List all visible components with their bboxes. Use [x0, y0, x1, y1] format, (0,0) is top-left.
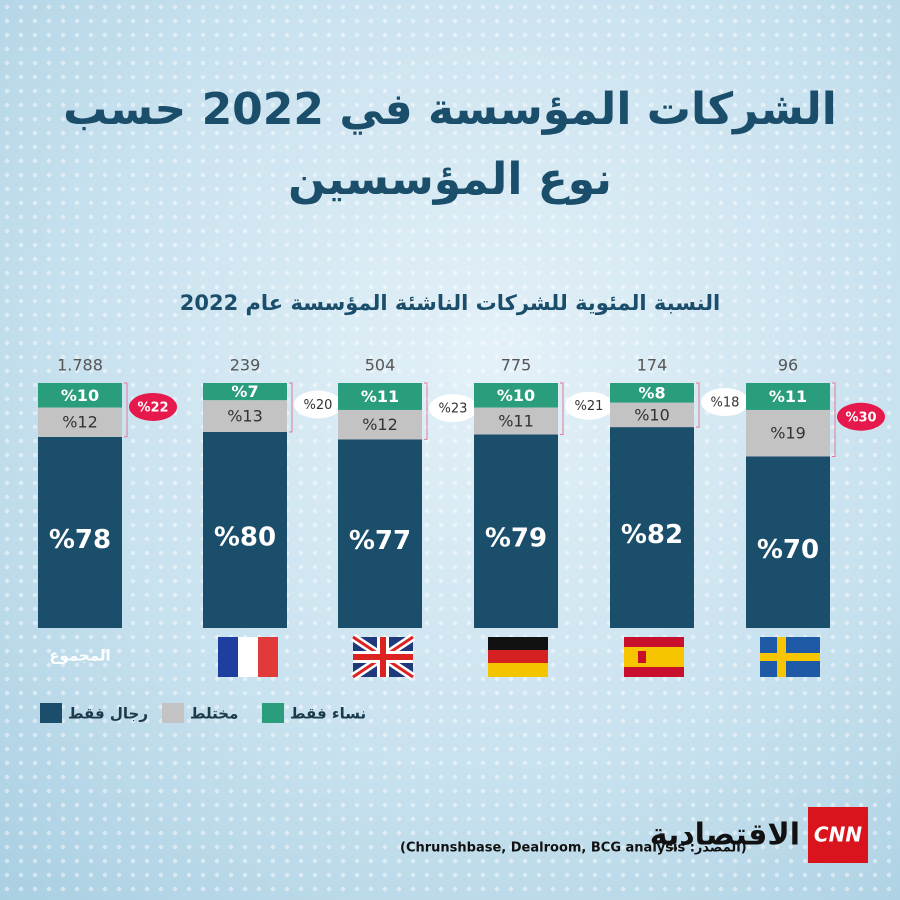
total-label: 504	[365, 356, 396, 375]
bar-segment	[338, 383, 422, 410]
flag-sweden	[760, 637, 820, 677]
bracket	[424, 382, 428, 440]
value-label: %12	[362, 415, 398, 434]
combined-bubble	[701, 388, 749, 417]
bracket	[560, 382, 564, 435]
bar-segment	[338, 409, 422, 440]
value-label: %80	[214, 523, 276, 553]
value-label: %19	[770, 424, 806, 443]
logo-name: الاقتصادية	[650, 818, 800, 853]
value-label: %11	[769, 387, 807, 406]
value-label: %10	[634, 405, 670, 424]
bar-segment	[746, 456, 830, 628]
source: (المصدر: Chrunshbase, Dealroom, BCG anal…	[400, 841, 747, 856]
logo-box	[808, 807, 868, 863]
value-label: %79	[485, 524, 547, 554]
bar-segment	[610, 383, 694, 403]
legend-label: مختلط	[190, 705, 238, 723]
combined-bubble	[565, 391, 613, 420]
total-label: 174	[637, 356, 668, 375]
combined-bubble	[837, 402, 885, 431]
value-label: %8	[638, 383, 665, 402]
bar-segment	[203, 383, 287, 401]
bar-segment	[38, 436, 122, 628]
bar-segment	[474, 434, 558, 628]
combined-bubble	[429, 394, 477, 423]
legend-swatch	[162, 703, 184, 723]
bar-segment	[746, 383, 830, 410]
title: نوع المؤسسين	[288, 154, 612, 205]
legend-swatch	[40, 703, 62, 723]
value-label: %11	[498, 411, 534, 430]
combined-label: %20	[304, 398, 333, 413]
logo-brand: CNN	[814, 823, 862, 847]
bar-segment	[746, 409, 830, 457]
category-label: المجموع	[49, 647, 110, 665]
bar-segment	[610, 402, 694, 428]
legend-label: رجال فقط	[68, 705, 148, 723]
bar-segment	[38, 383, 122, 408]
combined-label: %18	[711, 396, 740, 411]
value-label: %10	[497, 386, 535, 405]
bar-segment	[610, 427, 694, 628]
value-label: %12	[62, 413, 98, 432]
combined-bubble	[129, 392, 177, 421]
combined-bubble	[294, 390, 342, 419]
bar-segment	[474, 407, 558, 435]
bracket	[289, 382, 293, 433]
legend-swatch	[262, 703, 284, 723]
bracket	[124, 382, 128, 438]
title: الشركات المؤسسة في 2022 حسب	[63, 84, 837, 135]
combined-label: %22	[137, 400, 168, 415]
value-label: %7	[231, 382, 258, 401]
flag-uk	[350, 633, 416, 681]
flag-germany	[488, 637, 548, 677]
combined-label: %30	[845, 410, 876, 425]
bracket	[832, 382, 836, 457]
value-label: %78	[49, 525, 111, 555]
total-label: 775	[501, 356, 532, 375]
bracket	[696, 382, 700, 428]
bar-segment	[203, 432, 287, 628]
total-label: 1.788	[57, 356, 103, 375]
flag-france	[218, 637, 278, 677]
flag-spain	[624, 637, 684, 677]
value-label: %82	[621, 520, 683, 550]
bar-segment	[338, 439, 422, 628]
bar-segment	[203, 400, 287, 432]
subtitle: النسبة المئوية للشركات الناشئة المؤسسة ع…	[180, 291, 720, 315]
combined-label: %23	[439, 402, 468, 417]
total-label: 239	[230, 356, 261, 375]
value-label: %77	[349, 526, 411, 556]
total-label: 96	[778, 356, 798, 375]
combined-label: %21	[575, 399, 604, 414]
value-label: %70	[757, 535, 819, 565]
value-label: %10	[61, 386, 99, 405]
legend-label: نساء فقط	[290, 705, 366, 723]
bar-segment	[38, 407, 122, 437]
bar-segment	[474, 383, 558, 408]
value-label: %13	[227, 407, 263, 426]
value-label: %11	[361, 387, 399, 406]
